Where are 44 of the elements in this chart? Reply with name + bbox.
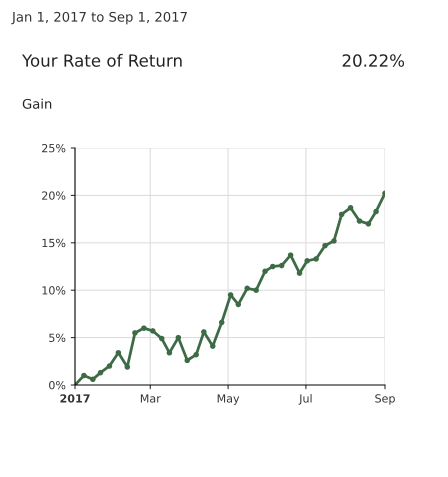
point — [132, 330, 138, 336]
text: Gain — [22, 98, 52, 109]
x-tick-label: May — [218, 394, 240, 405]
point — [218, 320, 224, 326]
text: Your Rate of Return — [22, 54, 182, 67]
x-tick-label: Jul — [298, 394, 312, 405]
point — [244, 286, 250, 292]
y-tick-label: 20% — [42, 191, 66, 200]
y-tick-label: 5% — [49, 334, 66, 342]
point — [366, 221, 372, 227]
point — [184, 358, 190, 364]
y-tick-label: 25% — [42, 144, 66, 152]
text: 20.22% — [342, 54, 404, 67]
point — [98, 370, 104, 376]
x-tick-label: Mar — [140, 394, 161, 403]
point — [313, 256, 319, 262]
point — [116, 350, 122, 356]
point — [90, 376, 96, 382]
y-tick-label: 15% — [42, 238, 66, 248]
point — [253, 287, 259, 293]
x-tick-label: Sep — [375, 394, 395, 405]
point — [124, 364, 130, 370]
point — [81, 372, 87, 378]
point — [278, 262, 284, 268]
point — [356, 218, 362, 224]
point — [331, 238, 337, 244]
x-tick-label: 2017 — [60, 394, 90, 403]
point — [158, 336, 165, 342]
point — [304, 258, 310, 264]
point — [141, 325, 147, 331]
point — [322, 242, 328, 248]
point — [236, 302, 242, 308]
point — [106, 363, 112, 369]
point — [262, 268, 268, 274]
chart-title: Jan 1, 2017 to Sep 1, 2017 — [11, 12, 187, 24]
point — [288, 252, 294, 258]
point — [338, 212, 344, 218]
point — [373, 208, 379, 214]
y-tick-label: 10% — [42, 286, 66, 295]
point — [348, 204, 354, 210]
point — [270, 264, 276, 270]
point — [193, 352, 199, 358]
point — [150, 328, 156, 334]
y-tick-label: 0% — [49, 380, 66, 390]
